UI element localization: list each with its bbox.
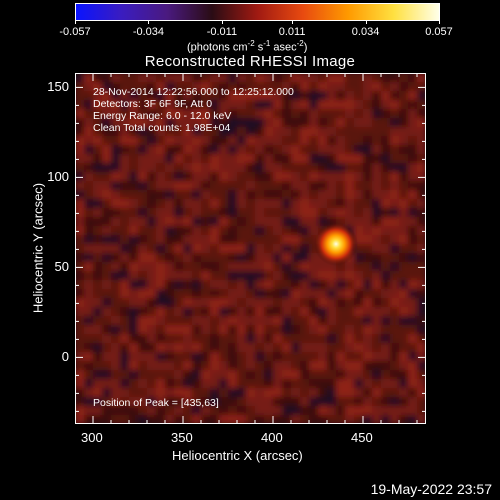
- x-tick-label: 450: [351, 430, 373, 445]
- colorbar-tick-label: -0.011: [206, 26, 238, 38]
- colorbar-unit-label: (photons cm-2 s-1 asec-2): [187, 39, 308, 54]
- annotation-detectors: Detectors: 3F 6F 9F, Att 0: [93, 98, 213, 110]
- colorbar-tick: [365, 20, 367, 24]
- y-tick-label: 0: [61, 349, 69, 365]
- y-tick-label: 50: [54, 259, 69, 275]
- annotation-time-range: 28-Nov-2014 12:22:56.000 to 12:25:12.000: [93, 86, 294, 98]
- y-tick-label: 150: [47, 79, 69, 95]
- plot-title: Reconstructed RHESSI Image: [144, 53, 356, 70]
- plot-frame: [75, 73, 426, 424]
- colorbar-tick: [75, 20, 76, 24]
- x-axis-label: Heliocentric X (arcsec): [172, 448, 303, 463]
- colorbar-tick-label: -0.034: [132, 26, 165, 38]
- y-axis-label: Heliocentric Y (arcsec): [30, 182, 46, 314]
- annotation-clean-counts: Clean Total counts: 1.98E+04: [93, 122, 231, 134]
- colorbar-tick-label: 0.034: [351, 26, 380, 38]
- colorbar-tick: [148, 20, 150, 24]
- y-tick-label: 100: [47, 169, 69, 185]
- annotation-energy-range: Energy Range: 6.0 - 12.0 keV: [93, 110, 232, 122]
- colorbar-tick-label: 0.011: [278, 26, 306, 38]
- x-tick-label: 300: [81, 430, 103, 445]
- x-tick-label: 350: [171, 430, 193, 445]
- flare-source-peak: [314, 222, 358, 266]
- footer-timestamp: 19-May-2022 23:57: [370, 481, 492, 497]
- colorbar-tick: [221, 20, 223, 24]
- image-heatmap: [75, 73, 426, 424]
- colorbar-tick-label: 0.057: [425, 26, 453, 38]
- colorbar-tick: [292, 20, 294, 24]
- rhessi-image-plot: 28-Nov-2014 12:22:56.000 to 12:25:12.000…: [75, 73, 426, 424]
- colorbar: [75, 3, 440, 21]
- colorbar-tick-label: -0.057: [59, 26, 91, 38]
- x-tick-label: 400: [261, 430, 283, 445]
- colorbar-tick: [439, 20, 440, 24]
- peak-position-label: Position of Peak = [435,63]: [93, 397, 219, 409]
